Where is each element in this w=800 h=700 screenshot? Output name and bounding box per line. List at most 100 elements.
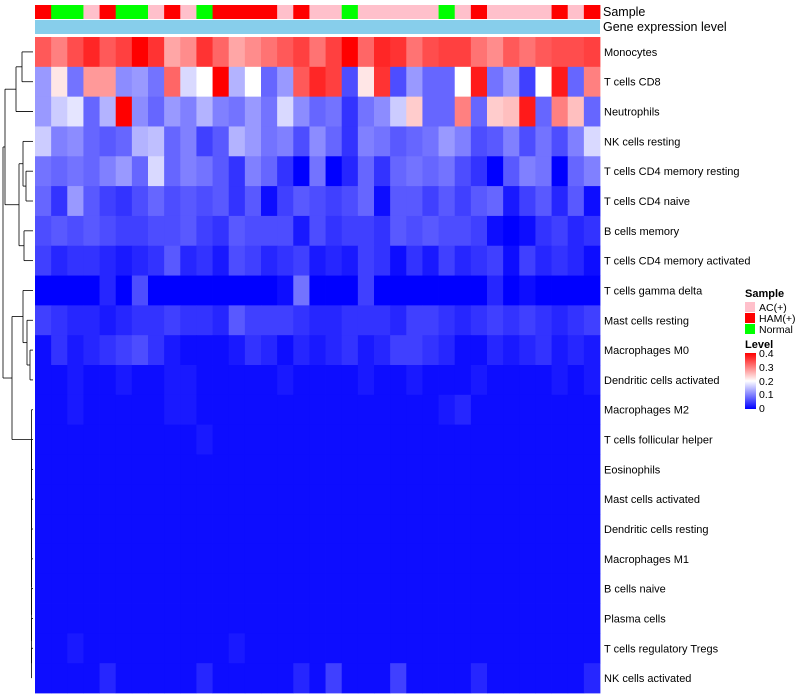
heatmap-cell — [487, 186, 504, 217]
heatmap-cell — [115, 275, 133, 306]
heatmap-cell — [261, 186, 278, 217]
heatmap-cell — [406, 66, 423, 98]
heatmap-cell — [357, 245, 375, 276]
heatmap-cell — [519, 394, 536, 426]
heatmap-cell — [35, 275, 52, 306]
heatmap-cell — [67, 365, 84, 396]
heatmap-cell — [131, 156, 149, 187]
heatmap-cell — [325, 573, 343, 604]
heatmap-cell — [422, 365, 439, 396]
heatmap-cell — [341, 603, 359, 634]
legend-label-ac: AC(+) — [759, 302, 787, 314]
heatmap-cell — [309, 156, 326, 187]
heatmap-cell — [277, 454, 294, 485]
heatmap-cell — [293, 424, 310, 455]
heatmap-cell — [67, 156, 84, 187]
heatmap-cell — [422, 215, 439, 247]
sample-annotation-cell — [148, 5, 165, 19]
row-label: T cells CD4 memory activated — [604, 256, 751, 268]
heatmap-cell — [551, 96, 569, 127]
heatmap-cell — [583, 484, 601, 515]
heatmap-cell — [325, 394, 343, 426]
heatmap-cell — [196, 543, 213, 575]
heatmap-cell — [374, 335, 391, 366]
heatmap-cell — [551, 215, 569, 247]
heatmap-cell — [244, 573, 262, 604]
heatmap-cell — [164, 424, 181, 455]
heatmap-cell — [277, 365, 294, 396]
heatmap-cell — [406, 186, 423, 217]
heatmap-cell — [567, 335, 585, 366]
heatmap-cell — [67, 186, 84, 217]
heatmap-cell — [131, 365, 149, 396]
heatmap-cell — [115, 543, 133, 575]
heatmap-cell — [583, 424, 601, 455]
heatmap-cell — [583, 573, 601, 604]
heatmap-cell — [567, 245, 585, 276]
heatmap-cell — [470, 394, 488, 426]
heatmap-cell — [309, 215, 326, 247]
heatmap-cell — [148, 663, 165, 694]
sample-annotation-cell — [422, 5, 439, 19]
heatmap-cell — [551, 394, 569, 426]
heatmap-cell — [470, 454, 488, 485]
heatmap-cell — [148, 484, 165, 515]
heatmap-cell — [164, 603, 181, 634]
heatmap-cell — [131, 573, 149, 604]
heatmap-cell — [261, 96, 278, 127]
heatmap-cell — [131, 275, 149, 306]
heatmap-cell — [374, 186, 391, 217]
heatmap-cell — [454, 394, 472, 426]
heatmap-cell — [406, 245, 423, 276]
heatmap-cell — [567, 365, 585, 396]
annotation-bars — [35, 5, 601, 34]
heatmap-cell — [357, 215, 375, 247]
heatmap-cell — [131, 424, 149, 455]
heatmap-cell — [228, 186, 246, 217]
heatmap-cell — [567, 543, 585, 575]
heatmap-cell — [583, 335, 601, 366]
heatmap-cell — [503, 424, 520, 455]
heatmap-cell — [293, 454, 310, 485]
heatmap-cell — [503, 96, 520, 127]
heatmap-cell — [67, 305, 84, 336]
sample-annotation-cell — [519, 5, 536, 19]
heatmap-cell — [244, 663, 262, 694]
heatmap-cell — [180, 186, 197, 217]
heatmap-cell — [422, 186, 439, 217]
heatmap-cell — [438, 96, 456, 127]
heatmap-cell — [196, 454, 213, 485]
heatmap-cell — [519, 275, 536, 306]
heatmap-cell — [99, 603, 117, 634]
heatmap-cell — [470, 245, 488, 276]
level-tick-0.4: 0.4 — [759, 348, 774, 360]
heatmap-cell — [293, 543, 310, 575]
heatmap-cell — [196, 186, 213, 217]
heatmap-cell — [454, 335, 472, 366]
heatmap-cell — [277, 424, 294, 455]
heatmap-cell — [148, 275, 165, 306]
heatmap-cell — [196, 37, 213, 68]
heatmap-cell — [454, 543, 472, 575]
heatmap-cell — [519, 424, 536, 455]
heatmap-cell — [99, 305, 117, 336]
heatmap-cell — [470, 365, 488, 396]
heatmap-cell — [148, 245, 165, 276]
row-label: Macrophages M2 — [604, 405, 689, 417]
heatmap-cell — [293, 96, 310, 127]
heatmap-cell — [228, 37, 246, 68]
heatmap-cell — [180, 484, 197, 515]
heatmap-cell — [341, 514, 359, 545]
heatmap-cell — [148, 96, 165, 127]
sample-annotation-cell — [470, 5, 488, 19]
heatmap-cell — [390, 573, 407, 604]
heatmap-cell — [148, 66, 165, 98]
heatmap-cell — [325, 663, 343, 694]
row-label: T cells regulatory Tregs — [604, 643, 719, 655]
heatmap-cell — [341, 365, 359, 396]
heatmap-cell — [196, 484, 213, 515]
heatmap-cell — [438, 335, 456, 366]
heatmap-cell — [341, 37, 359, 68]
heatmap-cell — [535, 156, 552, 187]
heatmap-cell — [131, 96, 149, 127]
